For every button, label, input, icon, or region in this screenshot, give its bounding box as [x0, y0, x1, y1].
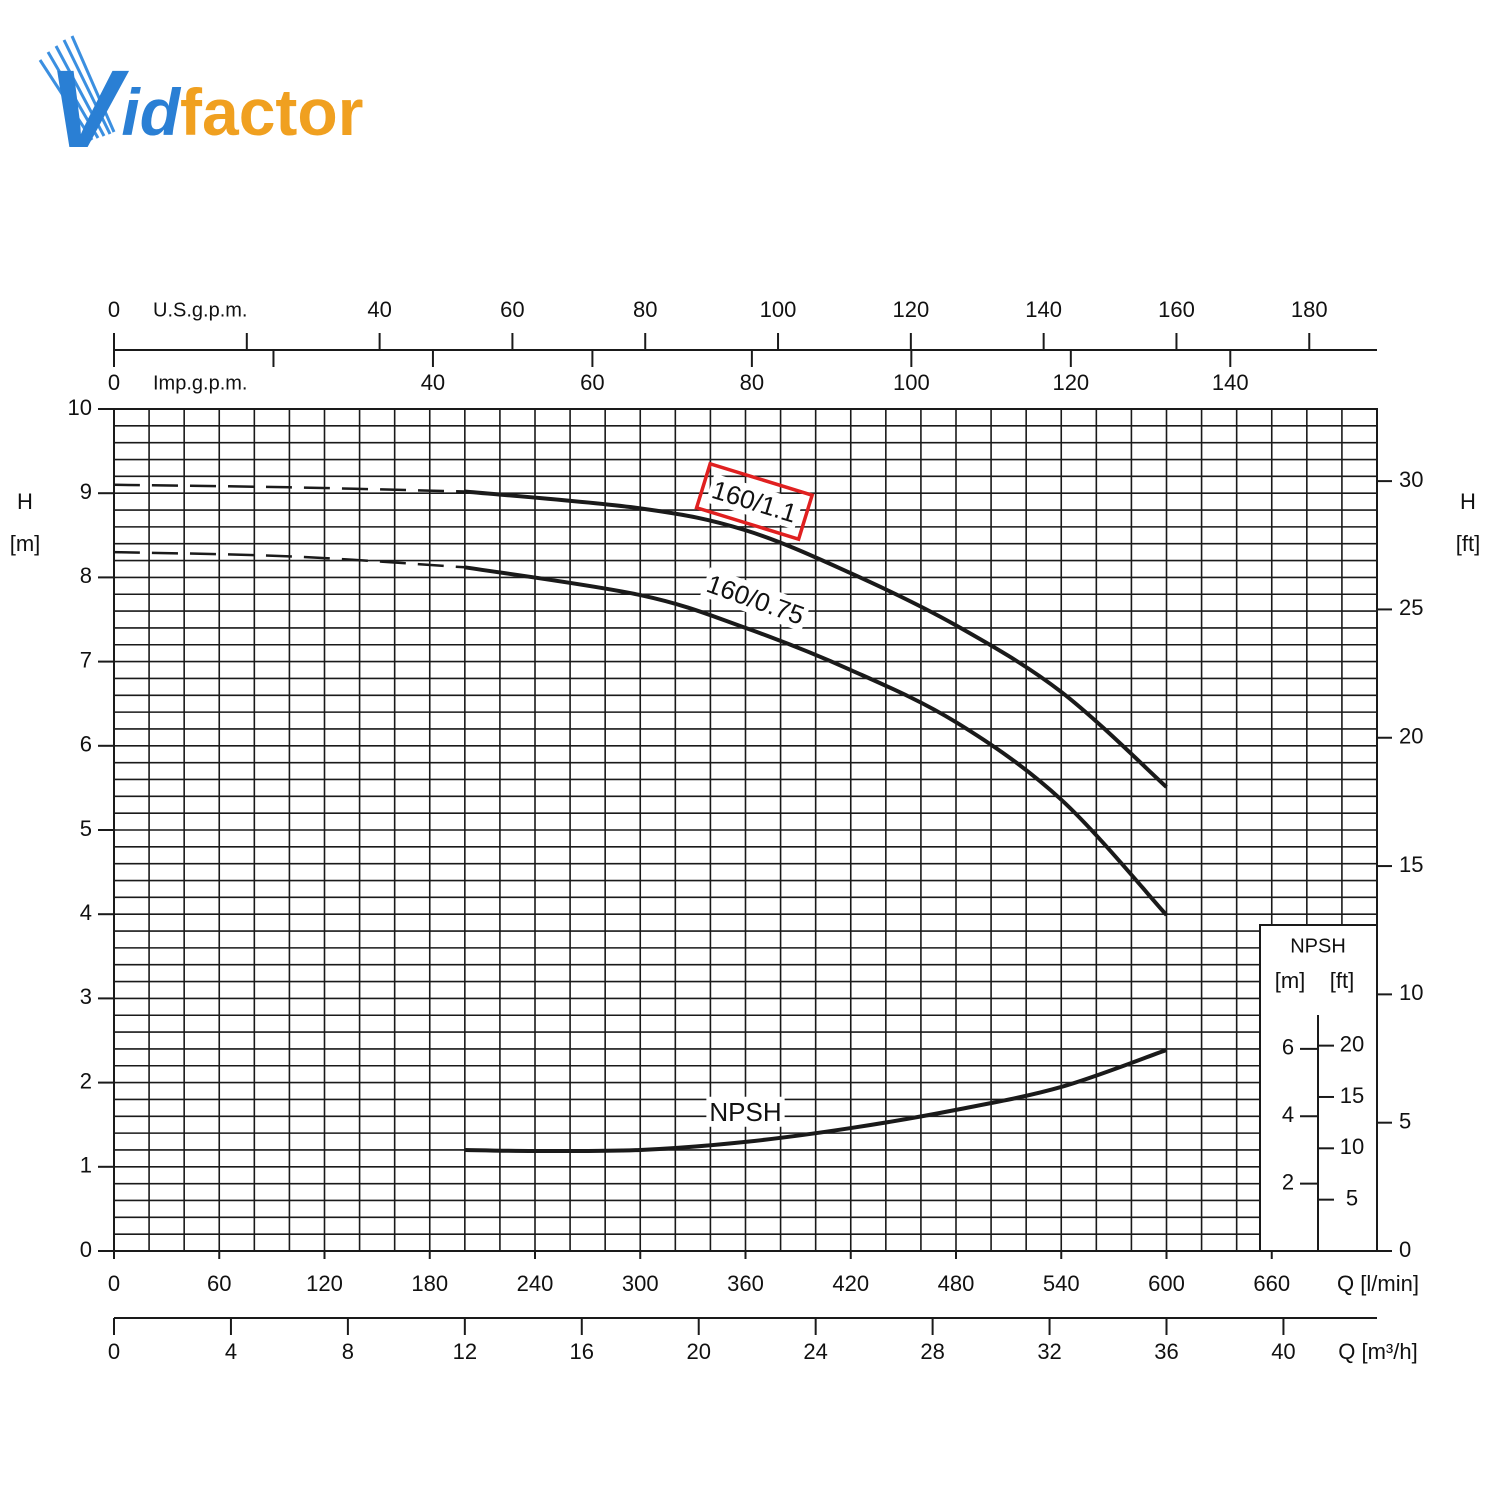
- top-tick-label: 0: [108, 370, 120, 395]
- y-tick-label: 9: [80, 479, 92, 504]
- npsh-ft-unit: [ft]: [1330, 968, 1354, 993]
- y2-tick-label: 5: [1399, 1108, 1411, 1133]
- y-tick-label: 4: [80, 900, 92, 925]
- x2-tick-label: 36: [1154, 1339, 1178, 1364]
- y-axis-unit: [m]: [10, 531, 41, 556]
- y2-tick-label: 20: [1399, 724, 1423, 749]
- top-tick-label: 120: [1052, 370, 1089, 395]
- y2-tick-label: 15: [1399, 852, 1423, 877]
- x2-tick-label: 0: [108, 1339, 120, 1364]
- npsh-ft-tick-label: 15: [1340, 1083, 1364, 1108]
- logo-rays: [38, 35, 116, 141]
- npsh-ft-tick-label: 5: [1346, 1185, 1358, 1210]
- curve-label-bg: [705, 473, 804, 530]
- x-tick-label: 540: [1043, 1271, 1080, 1296]
- y2-tick-label: 30: [1399, 467, 1423, 492]
- curve-dashed: [113, 550, 465, 569]
- y2-axis-unit: [ft]: [1456, 531, 1480, 556]
- top-tick-label: 100: [893, 370, 930, 395]
- curve-label-bg: [700, 567, 812, 632]
- logo-factor: factor: [180, 75, 363, 149]
- y-tick-label: 0: [80, 1237, 92, 1262]
- npsh-m-tick-label: 4: [1282, 1102, 1294, 1127]
- top-tick-label: 120: [892, 297, 929, 322]
- x2-tick-label: 40: [1271, 1339, 1295, 1364]
- npsh-title: NPSH: [1290, 935, 1346, 957]
- x2-tick-label: 20: [686, 1339, 710, 1364]
- npsh-m-tick-label: 6: [1282, 1035, 1294, 1060]
- x2-tick-label: 28: [920, 1339, 944, 1364]
- top-tick-label: 80: [633, 297, 657, 322]
- y-axis-label: H: [17, 489, 33, 514]
- x-tick-label: 240: [517, 1271, 554, 1296]
- top-tick-label: 180: [1291, 297, 1328, 322]
- y-tick-label: 10: [68, 395, 92, 420]
- y-tick-label: 5: [80, 816, 92, 841]
- top-tick-label: 160: [1158, 297, 1195, 322]
- y-tick-label: 1: [80, 1153, 92, 1178]
- x-tick-label: 420: [832, 1271, 869, 1296]
- x-tick-label: 0: [108, 1271, 120, 1296]
- logo-text: Vidfactor: [48, 48, 363, 171]
- x-tick-label: 60: [207, 1271, 231, 1296]
- x-tick-label: 660: [1253, 1271, 1290, 1296]
- top-tick-label: 60: [580, 370, 604, 395]
- logo: Vidfactor: [38, 35, 363, 171]
- x2-tick-label: 32: [1037, 1339, 1061, 1364]
- npsh-ft-tick-label: 10: [1340, 1134, 1364, 1159]
- curve: [464, 489, 1168, 789]
- y-tick-label: 2: [80, 1068, 92, 1093]
- y-tick-label: 8: [80, 563, 92, 588]
- npsh-ft-tick-label: 20: [1340, 1031, 1364, 1056]
- top-axis-label: Imp.g.p.m.: [153, 372, 247, 394]
- top-tick-label: 100: [760, 297, 797, 322]
- curve-label: NPSH: [709, 1097, 781, 1127]
- top-tick-label: 0: [108, 297, 120, 322]
- y2-tick-label: 0: [1399, 1237, 1411, 1262]
- top-tick-label: 80: [740, 370, 764, 395]
- x-axis-label: Q [l/min]: [1337, 1271, 1419, 1296]
- y-tick-label: 7: [80, 647, 92, 672]
- y-tick-label: 3: [80, 984, 92, 1009]
- npsh-m-tick-label: 2: [1282, 1169, 1294, 1194]
- top-tick-label: 140: [1212, 370, 1249, 395]
- curve: [464, 565, 1168, 917]
- top-tick-label: 40: [367, 297, 391, 322]
- x-tick-label: 360: [727, 1271, 764, 1296]
- x2-axis-label: Q [m³/h]: [1338, 1339, 1417, 1364]
- y2-tick-label: 10: [1399, 980, 1423, 1005]
- top-tick-label: 40: [421, 370, 445, 395]
- x-tick-label: 600: [1148, 1271, 1185, 1296]
- y2-tick-label: 25: [1399, 595, 1423, 620]
- curve: [464, 1048, 1168, 1154]
- x-tick-label: 180: [411, 1271, 448, 1296]
- top-tick-label: 140: [1025, 297, 1062, 322]
- x2-tick-label: 8: [342, 1339, 354, 1364]
- curve-label-group: NPSH: [706, 1096, 785, 1127]
- x2-tick-label: 12: [453, 1339, 477, 1364]
- x2-tick-label: 24: [803, 1339, 827, 1364]
- x2-tick-label: 16: [570, 1339, 594, 1364]
- x-tick-label: 300: [622, 1271, 659, 1296]
- x-tick-label: 480: [938, 1271, 975, 1296]
- x2-tick-label: 4: [225, 1339, 237, 1364]
- y2-axis-label: H: [1460, 489, 1476, 514]
- y-tick-label: 6: [80, 732, 92, 757]
- logo-id: id: [121, 75, 181, 149]
- curve-label-bg: [706, 1096, 785, 1127]
- logo-v: V: [48, 48, 130, 171]
- label-highlight: [694, 461, 815, 542]
- npsh-m-unit: [m]: [1275, 968, 1306, 993]
- top-tick-label: 60: [500, 297, 524, 322]
- x-tick-label: 120: [306, 1271, 343, 1296]
- curve-dashed: [113, 483, 465, 493]
- top-axis-label: U.S.g.p.m.: [153, 299, 247, 321]
